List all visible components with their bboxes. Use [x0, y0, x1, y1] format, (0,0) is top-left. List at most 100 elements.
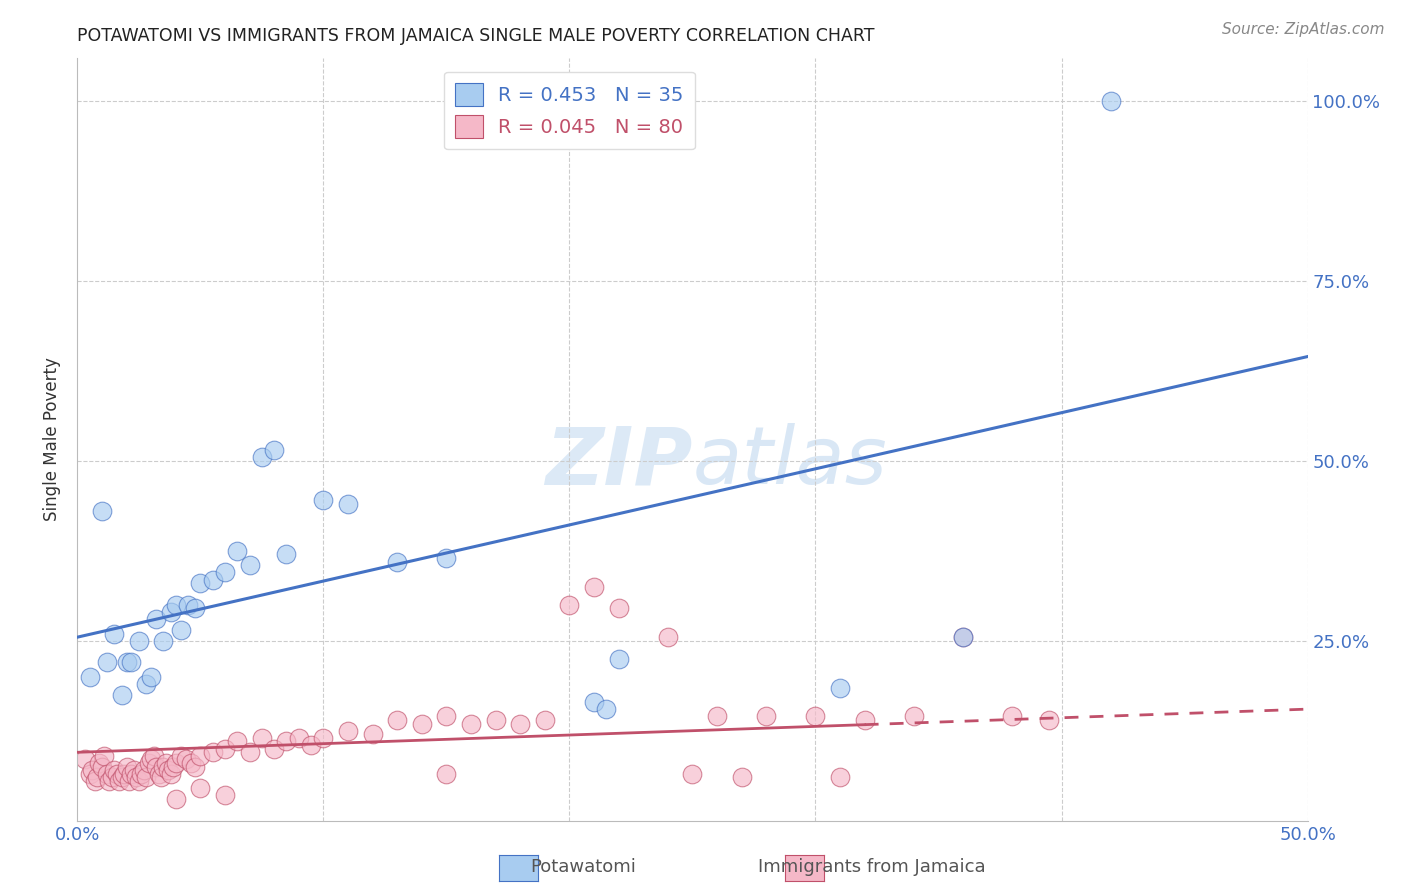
- Point: [141, 752, 163, 766]
- Point: [952, 630, 974, 644]
- Point: [830, 681, 852, 695]
- Point: [201, 573, 224, 587]
- Point: [250, 731, 273, 745]
- Point: [583, 580, 606, 594]
- Point: [125, 771, 148, 785]
- Point: [337, 497, 360, 511]
- Point: [111, 688, 132, 702]
- Point: [155, 756, 177, 770]
- Point: [122, 764, 145, 778]
- Point: [115, 760, 138, 774]
- Point: [90, 760, 114, 774]
- Point: [86, 771, 108, 785]
- Text: Immigrants from Jamaica: Immigrants from Jamaica: [758, 858, 986, 876]
- Text: POTAWATOMI VS IMMIGRANTS FROM JAMAICA SINGLE MALE POVERTY CORRELATION CHART: POTAWATOMI VS IMMIGRANTS FROM JAMAICA SI…: [77, 28, 875, 45]
- Point: [108, 774, 131, 789]
- Point: [188, 781, 212, 796]
- Point: [595, 702, 617, 716]
- Point: [101, 771, 124, 785]
- Point: [90, 504, 114, 518]
- Point: [239, 745, 262, 759]
- Point: [103, 626, 125, 640]
- Point: [184, 601, 207, 615]
- Point: [411, 716, 433, 731]
- Point: [214, 566, 236, 580]
- Point: [184, 760, 207, 774]
- Point: [135, 677, 157, 691]
- Point: [534, 713, 557, 727]
- Point: [952, 630, 974, 644]
- Point: [385, 555, 409, 569]
- Point: [188, 748, 212, 763]
- Point: [201, 745, 224, 759]
- Point: [903, 709, 925, 723]
- Point: [263, 741, 285, 756]
- Point: [96, 767, 118, 781]
- Point: [73, 752, 96, 766]
- Point: [145, 760, 167, 774]
- Point: [121, 767, 143, 781]
- Point: [93, 748, 115, 763]
- Point: [79, 767, 101, 781]
- Point: [115, 656, 138, 670]
- Point: [79, 670, 101, 684]
- Point: [288, 731, 311, 745]
- Point: [157, 764, 180, 778]
- Point: [682, 767, 704, 781]
- Point: [165, 756, 187, 770]
- Point: [152, 760, 174, 774]
- Point: [135, 771, 157, 785]
- Point: [1099, 94, 1122, 108]
- Text: Potawatomi: Potawatomi: [530, 858, 637, 876]
- Point: [165, 598, 187, 612]
- Point: [485, 713, 508, 727]
- Point: [509, 716, 531, 731]
- Point: [160, 767, 183, 781]
- Point: [128, 774, 150, 789]
- Point: [250, 450, 273, 465]
- Point: [263, 443, 285, 458]
- Point: [121, 656, 143, 670]
- Point: [105, 767, 128, 781]
- Point: [312, 493, 335, 508]
- Point: [436, 551, 458, 566]
- Point: [177, 598, 200, 612]
- Point: [657, 630, 679, 644]
- Point: [706, 709, 728, 723]
- Point: [142, 748, 165, 763]
- Point: [239, 558, 262, 573]
- Point: [1038, 713, 1060, 727]
- Point: [96, 656, 118, 670]
- Point: [129, 767, 153, 781]
- Text: Source: ZipAtlas.com: Source: ZipAtlas.com: [1222, 22, 1385, 37]
- Point: [141, 670, 163, 684]
- Point: [128, 633, 150, 648]
- Point: [312, 731, 335, 745]
- Point: [150, 771, 173, 785]
- Point: [276, 548, 298, 562]
- Point: [607, 601, 630, 615]
- Point: [145, 612, 167, 626]
- Point: [82, 764, 104, 778]
- Point: [299, 738, 322, 752]
- Point: [98, 774, 121, 789]
- Point: [138, 756, 160, 770]
- Point: [160, 605, 183, 619]
- Point: [162, 760, 184, 774]
- Point: [111, 771, 132, 785]
- Point: [214, 789, 236, 803]
- Point: [118, 774, 141, 789]
- Point: [170, 748, 193, 763]
- Point: [174, 752, 197, 766]
- Point: [361, 727, 384, 741]
- Point: [558, 598, 581, 612]
- Point: [385, 713, 409, 727]
- Point: [103, 764, 125, 778]
- Point: [89, 756, 111, 770]
- Point: [731, 771, 754, 785]
- Point: [583, 695, 606, 709]
- Point: [112, 767, 135, 781]
- Legend: R = 0.453   N = 35, R = 0.045   N = 80: R = 0.453 N = 35, R = 0.045 N = 80: [444, 71, 695, 150]
- Text: ZIP: ZIP: [546, 423, 693, 501]
- Point: [755, 709, 778, 723]
